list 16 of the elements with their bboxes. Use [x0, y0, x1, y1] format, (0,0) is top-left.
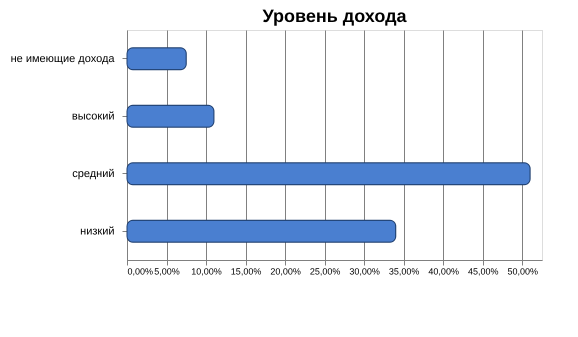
x-tick-label: 35,00%: [388, 266, 420, 276]
x-tick-label: 40,00%: [428, 266, 459, 276]
chart-title: Уровень дохода: [262, 6, 408, 26]
x-tick-label: 45,00%: [468, 266, 498, 276]
x-tick-label: 50,00%: [507, 266, 538, 276]
y-tick-label: средний: [72, 168, 114, 180]
y-tick-label: высокий: [72, 110, 114, 122]
x-tick-label: 10,00%: [191, 266, 222, 276]
y-tick-label: низкий: [80, 225, 114, 238]
x-tick-label: 20,00%: [270, 266, 301, 276]
x-tick-label: 5,00%: [154, 266, 180, 276]
x-tick-label: 30,00%: [349, 266, 380, 276]
x-tick-label: 0,00%: [128, 266, 154, 276]
x-tick-label: 15,00%: [230, 266, 262, 276]
y-tick-label: не имеющие дохода: [10, 52, 116, 65]
x-tick-label: 25,00%: [310, 266, 340, 276]
